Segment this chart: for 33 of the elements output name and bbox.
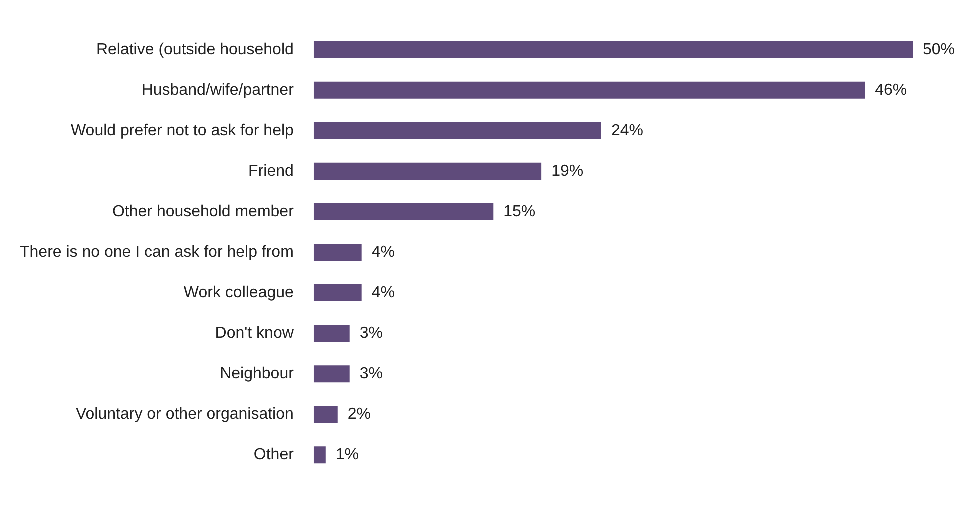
data-label: 2% (348, 406, 372, 424)
data-label: 50% (923, 41, 956, 58)
bar (314, 406, 338, 424)
data-label: 4% (372, 244, 395, 261)
y-tick-label: Other household member (112, 203, 295, 220)
data-label: 15% (504, 203, 536, 220)
bar (314, 41, 913, 58)
y-tick-label: There is no one I can ask for help from (20, 244, 294, 261)
bar (314, 244, 362, 262)
bar (314, 366, 350, 383)
bar (314, 284, 362, 302)
data-label: 46% (875, 82, 908, 99)
data-label: 1% (336, 446, 360, 464)
y-tick-label: Other (254, 446, 295, 464)
data-label: 3% (360, 324, 383, 342)
data-label: 19% (552, 162, 584, 180)
data-label: 4% (372, 284, 395, 302)
bar (314, 325, 350, 342)
y-tick-label: Don't know (215, 324, 294, 342)
bar (314, 446, 326, 464)
bar (314, 122, 602, 140)
bar (314, 82, 866, 99)
bar (314, 162, 542, 180)
y-tick-label: Neighbour (220, 365, 295, 382)
y-tick-label: Voluntary or other organisation (76, 406, 294, 424)
data-label: 24% (611, 122, 644, 140)
y-tick-label: Work colleague (184, 284, 294, 302)
y-tick-label: Husband/wife/partner (142, 82, 295, 99)
data-label: 3% (360, 365, 383, 382)
y-tick-label: Relative (outside household (96, 41, 294, 58)
bar (314, 203, 494, 220)
y-tick-label: Friend (248, 162, 294, 180)
y-tick-label: Would prefer not to ask for help (70, 122, 294, 140)
